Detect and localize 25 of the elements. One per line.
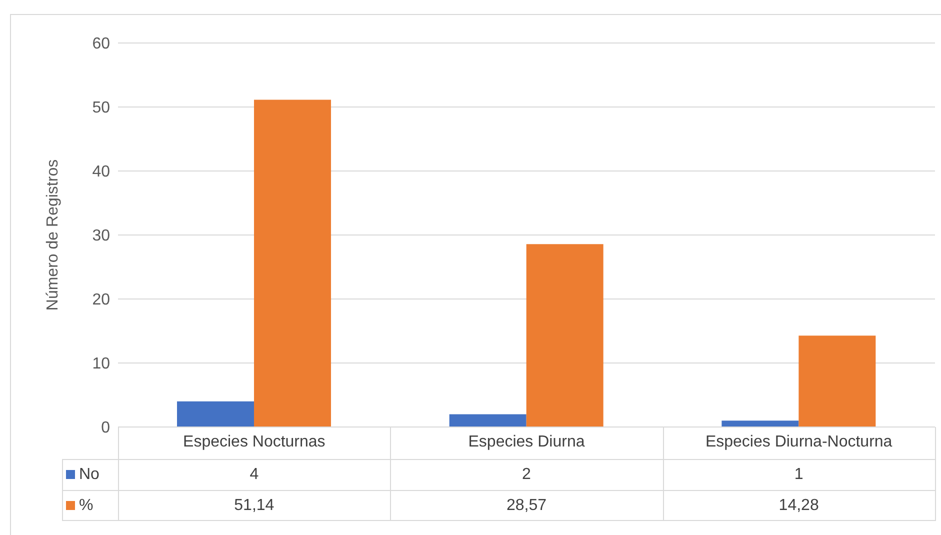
bar [526,244,604,427]
data-label: 51,14 [233,496,276,516]
bar [722,420,799,427]
data-label: 1 [793,464,804,484]
bar [177,401,254,427]
legend-label: % [79,496,94,514]
y-tick-label: 0 [101,420,110,437]
y-tick-label: 60 [92,36,110,53]
legend-label: No [79,466,100,484]
y-tick-label: 10 [92,356,110,373]
x-tick-label: Especies Diurna-Nocturna [705,433,892,450]
data-label: 28,57 [505,496,548,516]
x-tick-label: Especies Diurna [468,433,585,450]
x-tick-label: Especies Nocturnas [183,433,326,450]
data-label: 2 [521,464,532,484]
bar [254,100,331,427]
data-label: 4 [248,464,260,484]
y-tick-label: 40 [92,164,110,181]
y-tick-label: 20 [92,292,110,309]
bar [449,414,526,427]
y-tick-label: 50 [92,100,110,117]
y-axis-title: Número de Registros [44,159,62,311]
bar [798,336,876,427]
y-tick-label: 30 [92,228,110,245]
data-label: 14,28 [778,496,820,516]
